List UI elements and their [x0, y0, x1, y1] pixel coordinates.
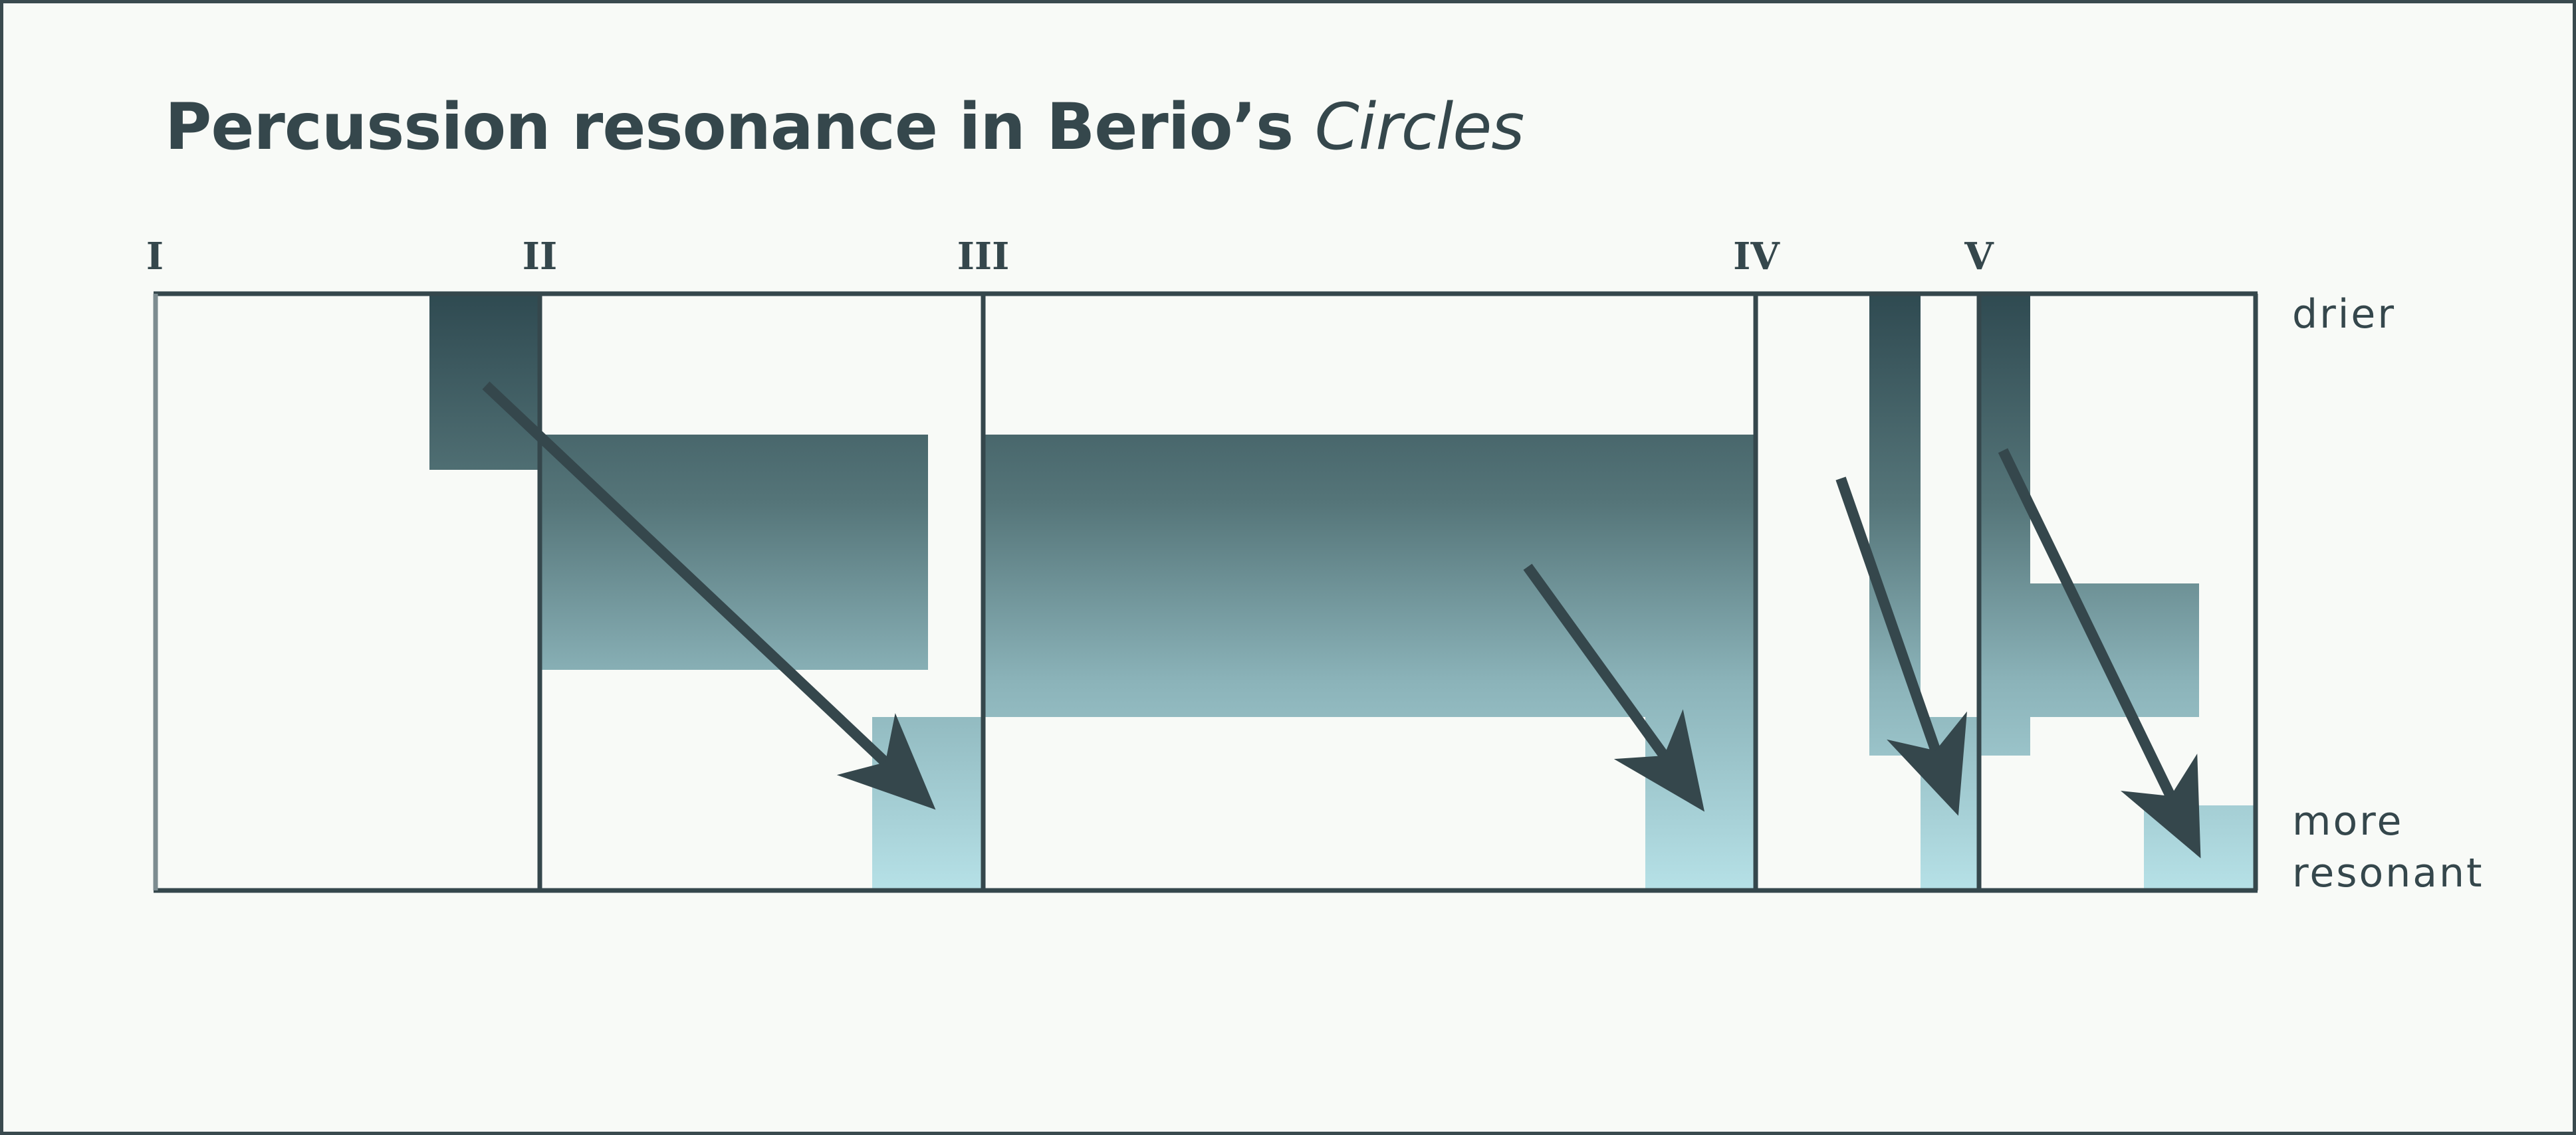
movement-label-4: IV — [1733, 235, 1780, 278]
trend-arrows — [482, 381, 2201, 859]
movement-label-2: II — [523, 235, 557, 278]
band-movement-5-mid — [2030, 583, 2199, 717]
chart-grid — [153, 291, 2258, 893]
band-movement-2-mid — [541, 435, 928, 670]
movement-label-5: V — [1964, 235, 1994, 278]
movement-labels: I II III IV V — [146, 235, 1994, 278]
arrow-movement-3 — [1523, 564, 1705, 812]
title-work: Circles — [1314, 90, 1525, 164]
page-title: Percussion resonance in Berio’s Circles — [165, 90, 1524, 164]
label-drier: drier — [2292, 291, 2396, 338]
band-movement-2-light — [872, 717, 983, 890]
band-movement-3-light — [1645, 717, 1756, 890]
label-more: more — [2292, 798, 2403, 845]
arrow-movement-4 — [1835, 476, 1967, 816]
band-movement-5-column — [1979, 294, 2030, 756]
movement-label-1: I — [146, 235, 164, 278]
movement-label-3: III — [957, 235, 1010, 278]
title-text: Percussion resonance in Berio’s — [165, 90, 1315, 164]
arrow-movement-5 — [1998, 448, 2201, 859]
band-movement-5-light — [2144, 805, 2256, 890]
band-movement-1-dark — [429, 294, 541, 470]
label-resonant: resonant — [2292, 850, 2484, 896]
band-movement-3-mid — [983, 435, 1756, 717]
arrow-movement-2 — [482, 381, 936, 810]
